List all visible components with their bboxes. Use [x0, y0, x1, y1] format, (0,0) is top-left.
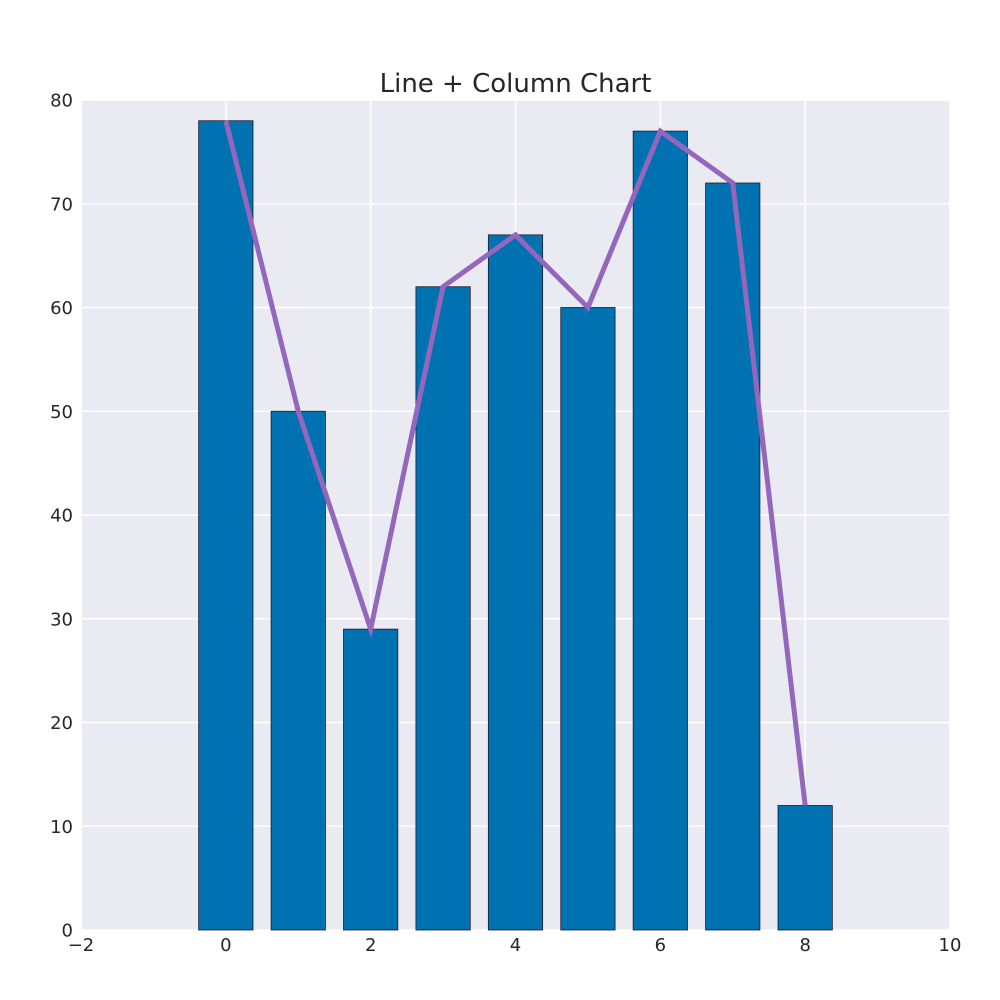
bar: [270, 410, 326, 931]
x-tick-label: 2: [365, 935, 376, 956]
bar: [415, 286, 471, 931]
bar: [632, 130, 688, 931]
y-tick-label: 70: [50, 194, 73, 215]
x-tick-label: 4: [510, 935, 521, 956]
y-tick-label: 10: [50, 817, 73, 838]
x-tick-label: 8: [799, 935, 810, 956]
y-tick-label: 80: [50, 91, 73, 112]
bar: [198, 120, 254, 931]
bar: [560, 307, 616, 931]
y-tick-label: 30: [50, 609, 73, 630]
bar: [487, 234, 544, 931]
line-series: [223, 120, 808, 806]
x-tick-label: 10: [939, 935, 962, 956]
bar: [777, 805, 833, 931]
y-tick-label: 60: [50, 298, 73, 319]
y-tick-label: 0: [62, 921, 73, 942]
x-tick-label: 6: [655, 935, 666, 956]
y-tick-label: 50: [50, 402, 73, 423]
x-tick-label: −2: [68, 935, 95, 956]
x-axis-ticks: −2 0 2 4 6 8 10: [68, 935, 962, 956]
y-tick-label: 40: [50, 506, 73, 527]
y-tick-label: 20: [50, 713, 73, 734]
chart-title: Line + Column Chart: [380, 69, 652, 99]
bar: [705, 182, 761, 931]
bar: [343, 628, 399, 931]
y-axis-ticks: 0 10 20 30 40 50 60 70 80: [50, 91, 73, 942]
x-tick-label: 0: [220, 935, 231, 956]
